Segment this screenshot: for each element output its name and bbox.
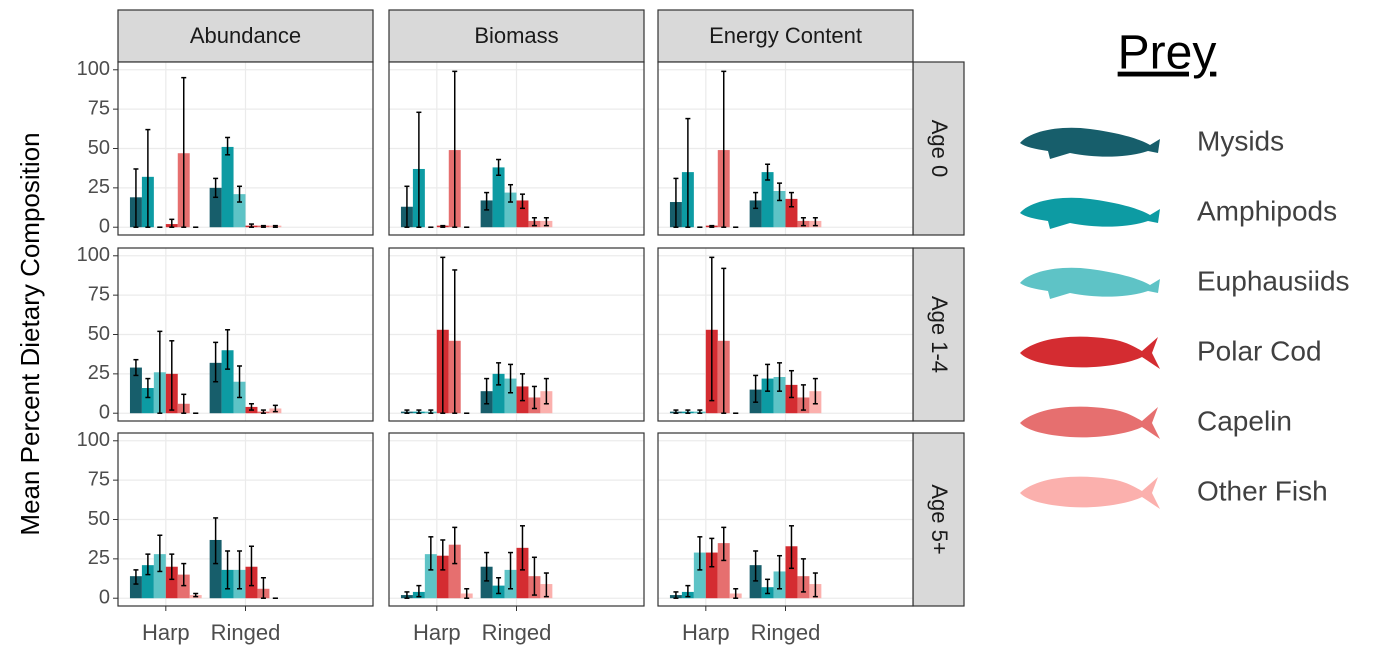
y-tick-label: 100 [77, 244, 110, 266]
y-tick-label: 0 [99, 215, 110, 237]
y-tick-label: 50 [88, 508, 110, 530]
y-tick-label: 50 [88, 137, 110, 159]
legend-label: Polar Cod [1197, 335, 1322, 366]
column-strip-label: Energy Content [709, 23, 862, 48]
legend-label: Other Fish [1197, 475, 1328, 506]
legend-label: Euphausiids [1197, 265, 1350, 296]
legend-icon [1020, 198, 1160, 229]
y-tick-label: 75 [88, 468, 110, 490]
legend-label: Capelin [1197, 405, 1292, 436]
legend-icon [1020, 128, 1160, 159]
bar [222, 147, 234, 227]
y-tick-label: 75 [88, 283, 110, 305]
x-tick-label: Ringed [211, 620, 281, 645]
legend-label: Mysids [1197, 125, 1284, 156]
x-tick-label: Harp [682, 620, 730, 645]
legend-icon [1020, 477, 1160, 509]
x-tick-label: Harp [413, 620, 461, 645]
bar [493, 167, 505, 227]
y-tick-label: 100 [77, 429, 110, 451]
y-tick-label: 100 [77, 58, 110, 80]
row-strip-label: Age 5+ [927, 484, 952, 554]
y-tick-label: 25 [88, 176, 110, 198]
column-strip-label: Biomass [474, 23, 558, 48]
legend-icon [1020, 268, 1160, 299]
y-axis-label: Mean Percent Dietary Composition [15, 132, 45, 535]
chart: Mean Percent Dietary Composition Prey Ab… [0, 0, 1390, 649]
y-tick-label: 25 [88, 362, 110, 384]
row-strip-label: Age 0 [927, 120, 952, 178]
x-tick-label: Ringed [751, 620, 821, 645]
legend-icon [1020, 407, 1160, 439]
y-tick-label: 50 [88, 323, 110, 345]
column-strip-label: Abundance [190, 23, 301, 48]
x-tick-label: Ringed [482, 620, 552, 645]
y-tick-label: 0 [99, 586, 110, 608]
page: Mean Percent Dietary Composition Prey Ab… [0, 0, 1390, 649]
row-strip-label: Age 1-4 [927, 296, 952, 373]
legend-label: Amphipods [1197, 195, 1337, 226]
y-tick-label: 75 [88, 97, 110, 119]
y-tick-label: 25 [88, 547, 110, 569]
legend-title: Prey [1118, 27, 1217, 80]
legend-icon [1020, 337, 1160, 369]
y-tick-label: 0 [99, 401, 110, 423]
x-tick-label: Harp [142, 620, 190, 645]
